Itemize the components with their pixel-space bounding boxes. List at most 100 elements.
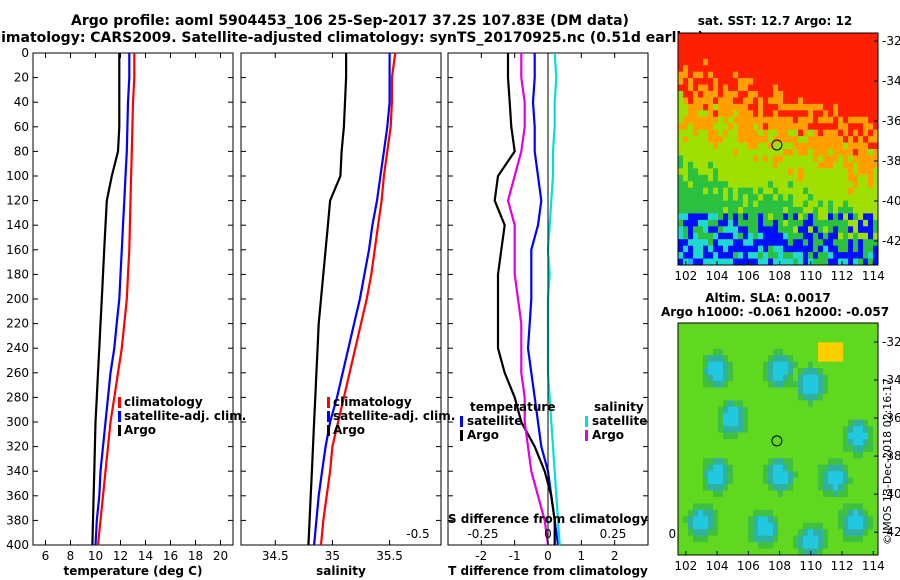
map-cell-sst [803, 219, 809, 227]
map-cell-sst [718, 239, 724, 247]
map-cell-sla [718, 445, 724, 453]
map-cell-sst [808, 219, 814, 227]
map-cell-sla [803, 432, 809, 440]
map-cell-sst [768, 258, 774, 266]
map-cell-sla [818, 484, 824, 491]
map-cell-sst [688, 219, 694, 227]
map-cell-sst [718, 194, 724, 201]
map-cell-sla [873, 548, 879, 556]
map-x-tick-label-sst: 104 [706, 269, 729, 283]
map-cell-sst [868, 129, 874, 137]
map-cell-sla [713, 329, 719, 337]
map-cell-sla [713, 503, 719, 511]
map-cell-sla [813, 516, 819, 524]
map-cell-sla [838, 368, 844, 375]
map-cell-sla [783, 393, 789, 401]
map-cell-sla [703, 406, 709, 414]
map-cell-sst [703, 116, 709, 124]
map-cell-sst [843, 187, 849, 195]
map-cell-sst [708, 97, 714, 105]
map-cell-sla [873, 368, 879, 375]
map-cell-sla [698, 542, 704, 549]
map-cell-sla [678, 535, 684, 543]
map-cell-sst [848, 39, 854, 47]
map-cell-sla [698, 335, 704, 343]
map-cell-sst [843, 91, 849, 98]
map-cell-sla [753, 348, 759, 356]
map-cell-sst [828, 194, 834, 201]
map-cell-sla [683, 400, 689, 408]
map-cell-sst [843, 213, 849, 221]
map-cell-sst [713, 194, 719, 201]
map-cell-sst [713, 91, 719, 98]
map-cell-sst [748, 116, 754, 124]
map-cell-sla [783, 400, 789, 408]
map-cell-sla [868, 458, 874, 466]
depth-tick-label: 160 [6, 243, 29, 257]
map-cell-sla [728, 419, 734, 427]
map-cell-sst [858, 142, 864, 150]
map-cell-sst [873, 239, 879, 247]
map-cell-sla [798, 323, 804, 330]
map-cell-sla [823, 484, 829, 491]
map-cell-sla [848, 445, 854, 453]
map-y-tick-label-sst: -34 [882, 74, 900, 88]
map-cell-sla [783, 432, 789, 440]
map-cell-sst [833, 161, 839, 169]
map-cell-sst [843, 39, 849, 47]
map-x-tick-label-sla: 106 [737, 559, 760, 573]
map-cell-sst [818, 181, 824, 189]
map-cell-sst [753, 181, 759, 189]
map-cell-sst [768, 219, 774, 227]
series-line-differences-t-satellite [526, 53, 560, 546]
map-cell-sst [738, 239, 744, 247]
map-cell-sst [783, 129, 789, 137]
map-cell-sst [808, 142, 814, 150]
map-cell-sst [718, 45, 724, 53]
map-cell-sla [723, 497, 729, 504]
map-cell-sla [778, 413, 784, 421]
map-cell-sla [763, 400, 769, 408]
map-cell-sla [763, 329, 769, 337]
map-cell-sst [873, 149, 879, 156]
map-cell-sst [758, 174, 764, 182]
map-cell-sla [788, 419, 794, 427]
map-cell-sst [783, 33, 789, 40]
map-cell-sst [763, 84, 769, 92]
map-cell-sla [698, 477, 704, 485]
map-cell-sst [738, 161, 744, 169]
map-cell-sst [733, 129, 739, 137]
map-cell-sst [778, 45, 784, 53]
map-cell-sla [773, 381, 779, 388]
map-cell-sla [873, 419, 879, 427]
map-cell-sst [863, 239, 869, 247]
map-cell-sst [858, 84, 864, 92]
map-cell-sla [833, 374, 839, 382]
map-cell-sst [823, 142, 829, 150]
map-cell-sla [773, 451, 779, 459]
map-cell-sla [773, 458, 779, 466]
map-cell-sst [843, 129, 849, 137]
map-cell-sst [868, 245, 874, 253]
map-cell-sst [803, 78, 809, 85]
map-cell-sst [813, 97, 819, 105]
map-cell-sst [698, 181, 704, 189]
map-cell-sst [688, 110, 694, 118]
legend-label-temperature: satellite-adj. clim. [124, 409, 246, 423]
map-cell-sst [698, 78, 704, 85]
map-cell-sla [783, 381, 789, 388]
map-cell-sst [738, 103, 744, 111]
map-cell-sla [803, 335, 809, 343]
map-cell-sst [808, 174, 814, 182]
map-cell-sst [868, 91, 874, 98]
map-cell-sst [823, 45, 829, 53]
map-cell-sla [703, 503, 709, 511]
map-cell-sla [733, 464, 739, 472]
map-cell-sst [853, 116, 859, 124]
map-cell-sla [718, 471, 724, 479]
map-cell-sla [743, 484, 749, 491]
map-cell-sla [748, 400, 754, 408]
map-cell-sst [758, 187, 764, 195]
map-cell-sst [713, 200, 719, 208]
